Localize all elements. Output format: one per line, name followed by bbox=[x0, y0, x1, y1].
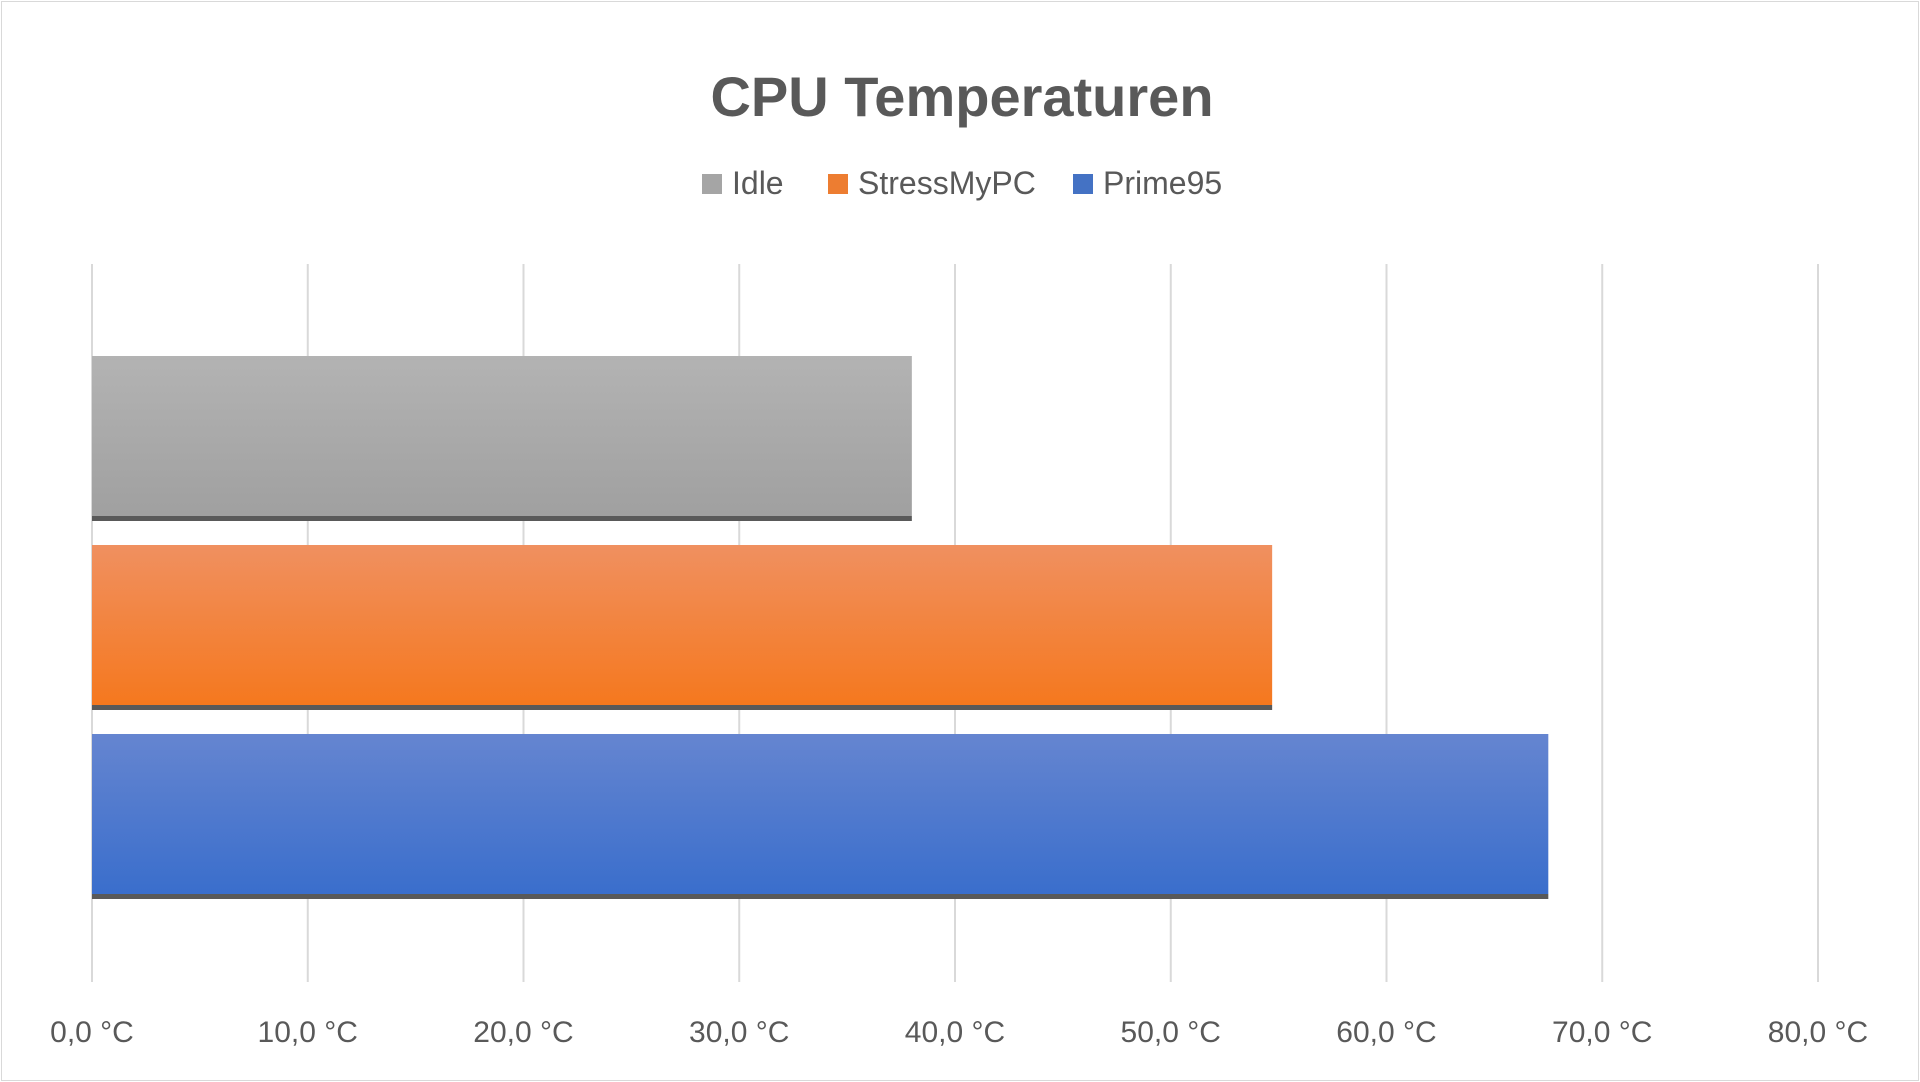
legend-swatch-idle bbox=[702, 174, 722, 194]
bar-idle bbox=[92, 356, 912, 516]
x-tick-label: 10,0 °C bbox=[258, 1016, 358, 1049]
bar-stressmypc bbox=[92, 545, 1273, 705]
legend-swatch-prime95 bbox=[1073, 174, 1093, 194]
x-axis-ticks: 0,0 °C 10,0 °C 20,0 °C 30,0 °C 40,0 °C 50,0 °… bbox=[50, 1016, 1868, 1049]
x-tick-label: 0,0 °C bbox=[50, 1016, 134, 1049]
x-tick-label: 80,0 °C bbox=[1768, 1016, 1868, 1049]
bar-shadow bbox=[92, 705, 1273, 710]
legend-label-stressmypc: StressMyPC bbox=[858, 165, 1036, 201]
legend-label-prime95: Prime95 bbox=[1103, 165, 1222, 201]
x-tick-label: 40,0 °C bbox=[905, 1016, 1005, 1049]
bar-prime95 bbox=[92, 734, 1549, 894]
x-tick-label: 60,0 °C bbox=[1336, 1016, 1436, 1049]
legend-swatch-stressmypc bbox=[828, 174, 848, 194]
chart-title: CPU Temperaturen bbox=[710, 65, 1213, 128]
bar-shadow bbox=[92, 516, 912, 521]
legend: Idle StressMyPC Prime95 bbox=[702, 165, 1222, 201]
x-tick-label: 20,0 °C bbox=[473, 1016, 573, 1049]
bars bbox=[92, 356, 1549, 899]
x-tick-label: 70,0 °C bbox=[1552, 1016, 1652, 1049]
bar-shadow bbox=[92, 894, 1549, 899]
x-tick-label: 50,0 °C bbox=[1121, 1016, 1221, 1049]
legend-label-idle: Idle bbox=[732, 165, 784, 201]
x-tick-label: 30,0 °C bbox=[689, 1016, 789, 1049]
